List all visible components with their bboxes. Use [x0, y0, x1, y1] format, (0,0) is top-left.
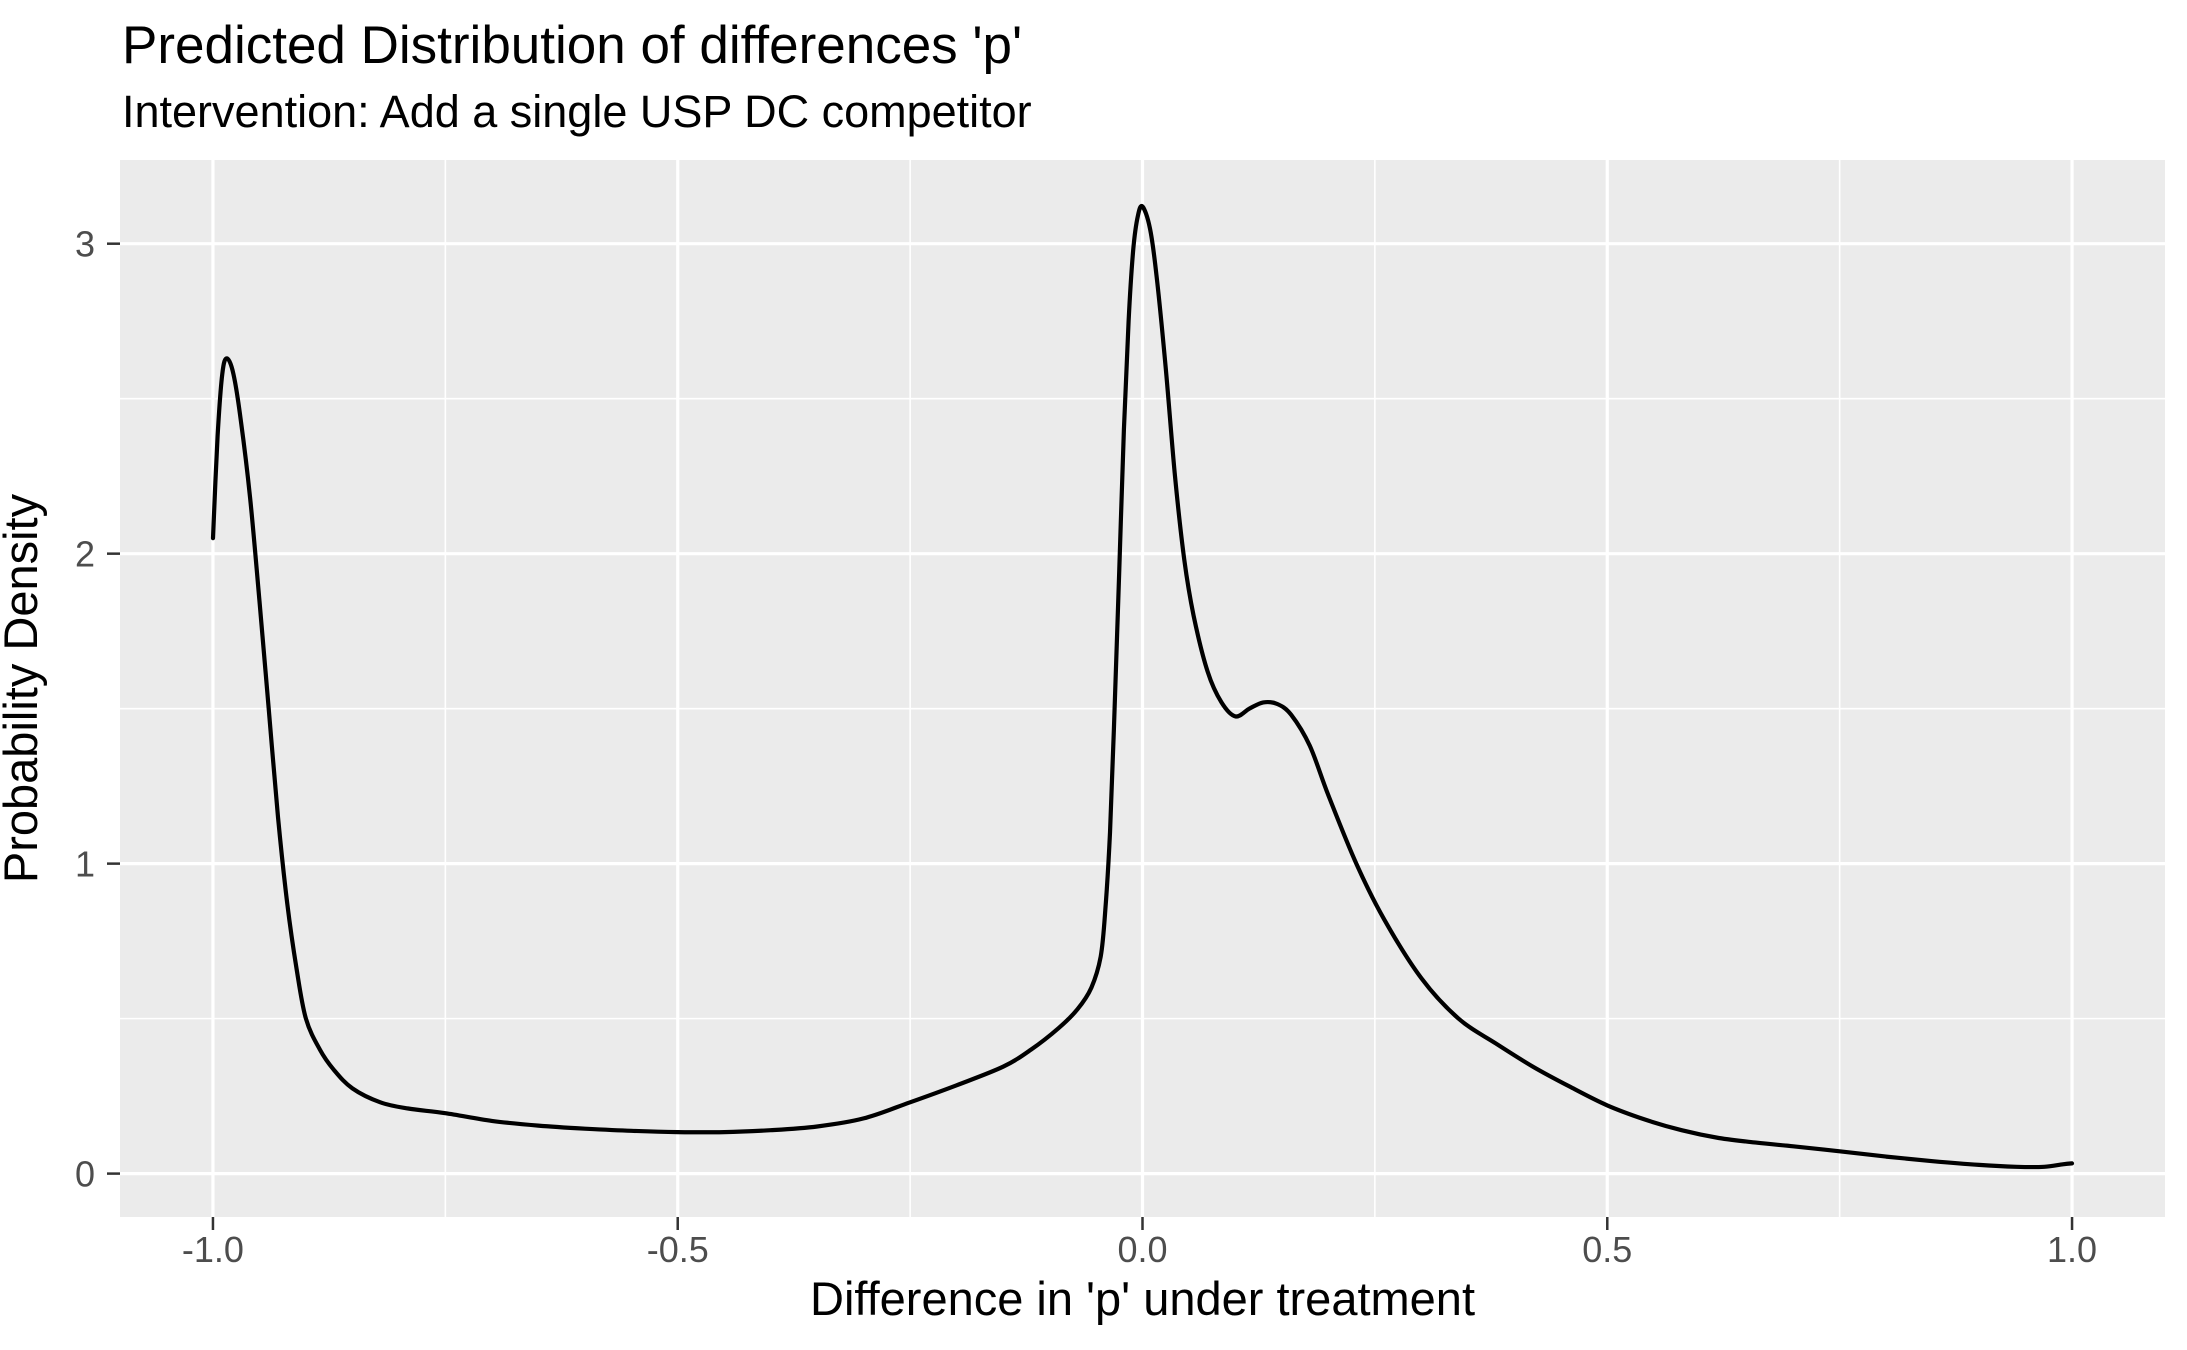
x-tick-label-0: -1.0: [182, 1229, 244, 1270]
x-axis-tick-labels: -1.0 -0.5 0.0 0.5 1.0: [182, 1229, 2097, 1270]
x-axis-title: Difference in 'p' under treatment: [810, 1272, 1475, 1325]
plot-title: Predicted Distribution of differences 'p…: [122, 16, 1022, 75]
y-tick-label-0: 0: [75, 1154, 95, 1195]
x-tick-label-3: 0.5: [1582, 1229, 1632, 1270]
x-tick-label-4: 1.0: [2047, 1229, 2097, 1270]
y-tick-label-1: 1: [75, 844, 95, 885]
x-tick-label-2: 0.0: [1117, 1229, 1167, 1270]
density-line: [210, 203, 2075, 1170]
y-axis-title: Probability Density: [0, 493, 47, 883]
y-axis-tick-labels: 0 1 2 3: [75, 224, 95, 1195]
x-tick-label-1: -0.5: [647, 1229, 709, 1270]
plot-subtitle: Intervention: Add a single USP DC compet…: [122, 86, 1032, 137]
y-axis-ticks: [107, 242, 120, 1175]
major-gridlines: [120, 160, 2165, 1217]
y-tick-label-3: 3: [75, 224, 95, 265]
x-axis-ticks: [211, 1217, 2074, 1230]
y-tick-label-2: 2: [75, 534, 95, 575]
